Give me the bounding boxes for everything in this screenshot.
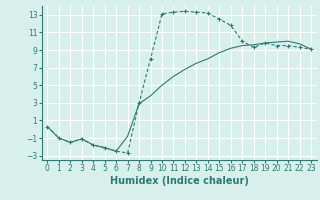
X-axis label: Humidex (Indice chaleur): Humidex (Indice chaleur) (110, 176, 249, 186)
